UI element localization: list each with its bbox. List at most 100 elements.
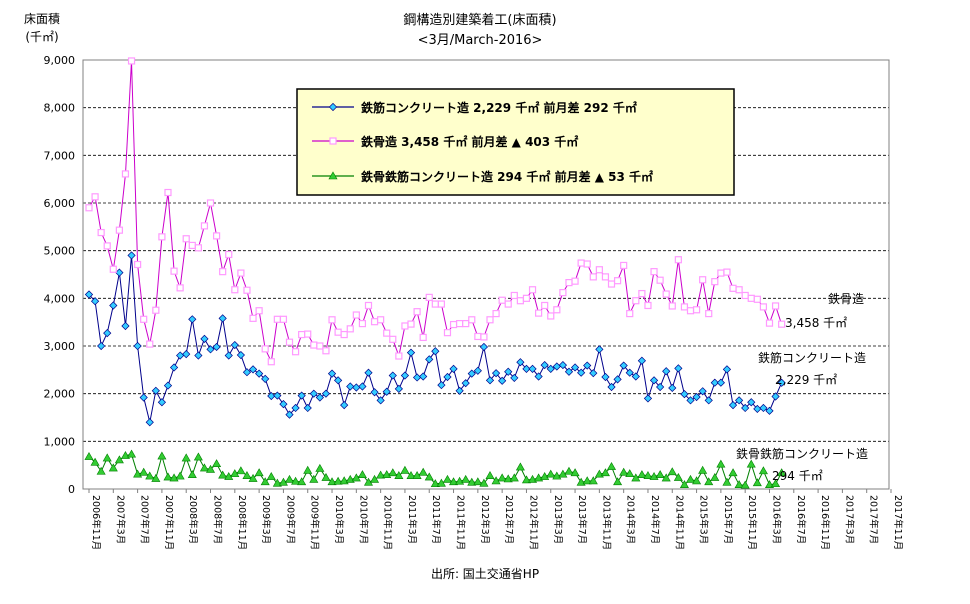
- data-point: [600, 468, 610, 477]
- data-point: [181, 453, 191, 462]
- x-tick-label: 2010年7月: [357, 495, 369, 544]
- data-point: [528, 364, 537, 373]
- data-point: [522, 294, 531, 302]
- data-point: [661, 473, 671, 482]
- legend-box: [296, 88, 735, 196]
- data-point: [582, 476, 592, 485]
- data-point: [193, 452, 203, 461]
- data-point: [747, 398, 756, 407]
- data-point: [583, 361, 592, 370]
- y-tick-label: 6,000: [44, 197, 76, 210]
- data-point: [97, 341, 106, 351]
- data-point: [363, 477, 374, 486]
- data-point: [571, 277, 579, 285]
- data-point: [249, 314, 257, 322]
- data-point: [710, 378, 719, 387]
- data-point: [346, 382, 355, 391]
- data-point: [564, 466, 574, 475]
- data-point: [236, 466, 246, 475]
- data-point: [284, 474, 295, 483]
- data-point: [540, 472, 550, 480]
- data-point: [383, 329, 391, 337]
- data-point: [430, 479, 440, 488]
- data-point: [674, 256, 682, 264]
- data-point: [176, 351, 185, 360]
- data-point: [370, 474, 380, 483]
- data-point: [619, 467, 629, 476]
- x-tick-label: 2015年3月: [698, 495, 710, 544]
- data-point: [200, 334, 209, 343]
- y-tick-label: 9,000: [44, 54, 76, 67]
- data-point: [315, 393, 324, 402]
- data-point: [278, 477, 288, 486]
- data-point: [437, 300, 445, 308]
- data-point: [522, 364, 531, 373]
- data-point: [758, 466, 768, 475]
- data-point: [680, 303, 689, 311]
- data-point: [376, 396, 385, 405]
- data-point: [127, 449, 137, 458]
- data-point: [248, 365, 258, 374]
- data-point: [267, 358, 275, 366]
- data-point: [467, 477, 477, 486]
- data-point: [589, 273, 597, 281]
- data-point: [242, 471, 252, 479]
- data-point: [662, 290, 670, 298]
- data-point: [219, 268, 227, 276]
- data-point: [206, 199, 215, 207]
- data-point: [449, 320, 458, 329]
- data-point: [291, 403, 300, 413]
- data-point: [255, 369, 264, 378]
- data-point: [212, 459, 222, 468]
- data-point: [109, 301, 118, 310]
- data-point: [734, 480, 744, 489]
- data-point: [291, 476, 301, 485]
- data-point: [358, 382, 367, 391]
- data-point: [298, 330, 306, 339]
- data-point: [97, 228, 105, 237]
- data-point: [163, 472, 173, 481]
- data-point: [121, 170, 130, 178]
- data-point: [194, 244, 202, 252]
- data-point: [625, 469, 635, 478]
- data-point: [90, 457, 100, 466]
- data-point: [515, 462, 525, 471]
- data-point: [668, 383, 677, 393]
- x-tick-label: 2013年3月: [552, 495, 564, 544]
- data-point: [613, 277, 622, 285]
- data-point: [431, 347, 440, 356]
- data-point: [570, 363, 580, 372]
- data-point: [510, 373, 519, 383]
- data-point: [777, 378, 786, 387]
- data-point: [625, 368, 634, 377]
- data-point: [722, 477, 732, 486]
- data-point: [322, 347, 330, 355]
- series-2: [85, 57, 786, 366]
- data-point: [121, 321, 130, 331]
- data-point: [546, 364, 555, 373]
- end-label-name: 鉄筋コンクリート造: [758, 350, 866, 365]
- data-point: [425, 355, 434, 364]
- data-point: [771, 392, 780, 401]
- source-note: 出所: 国土交通省HP: [431, 566, 539, 581]
- data-point: [449, 364, 458, 373]
- data-point: [692, 392, 701, 402]
- data-point: [400, 371, 410, 380]
- data-point: [667, 467, 677, 476]
- data-point: [145, 471, 155, 480]
- x-tick-label: 2008年7月: [212, 495, 224, 544]
- data-point: [394, 384, 403, 393]
- data-point: [534, 372, 543, 381]
- data-point: [84, 290, 94, 299]
- data-point: [182, 350, 191, 359]
- plot-area: [82, 59, 890, 490]
- data-point: [340, 401, 349, 410]
- data-point: [541, 301, 549, 310]
- data-point: [607, 280, 616, 288]
- data-point: [535, 309, 543, 317]
- data-point: [151, 386, 160, 395]
- data-point: [643, 394, 653, 403]
- data-point: [291, 348, 300, 356]
- x-tick-label: 2012年7月: [503, 495, 515, 544]
- data-point: [583, 260, 591, 268]
